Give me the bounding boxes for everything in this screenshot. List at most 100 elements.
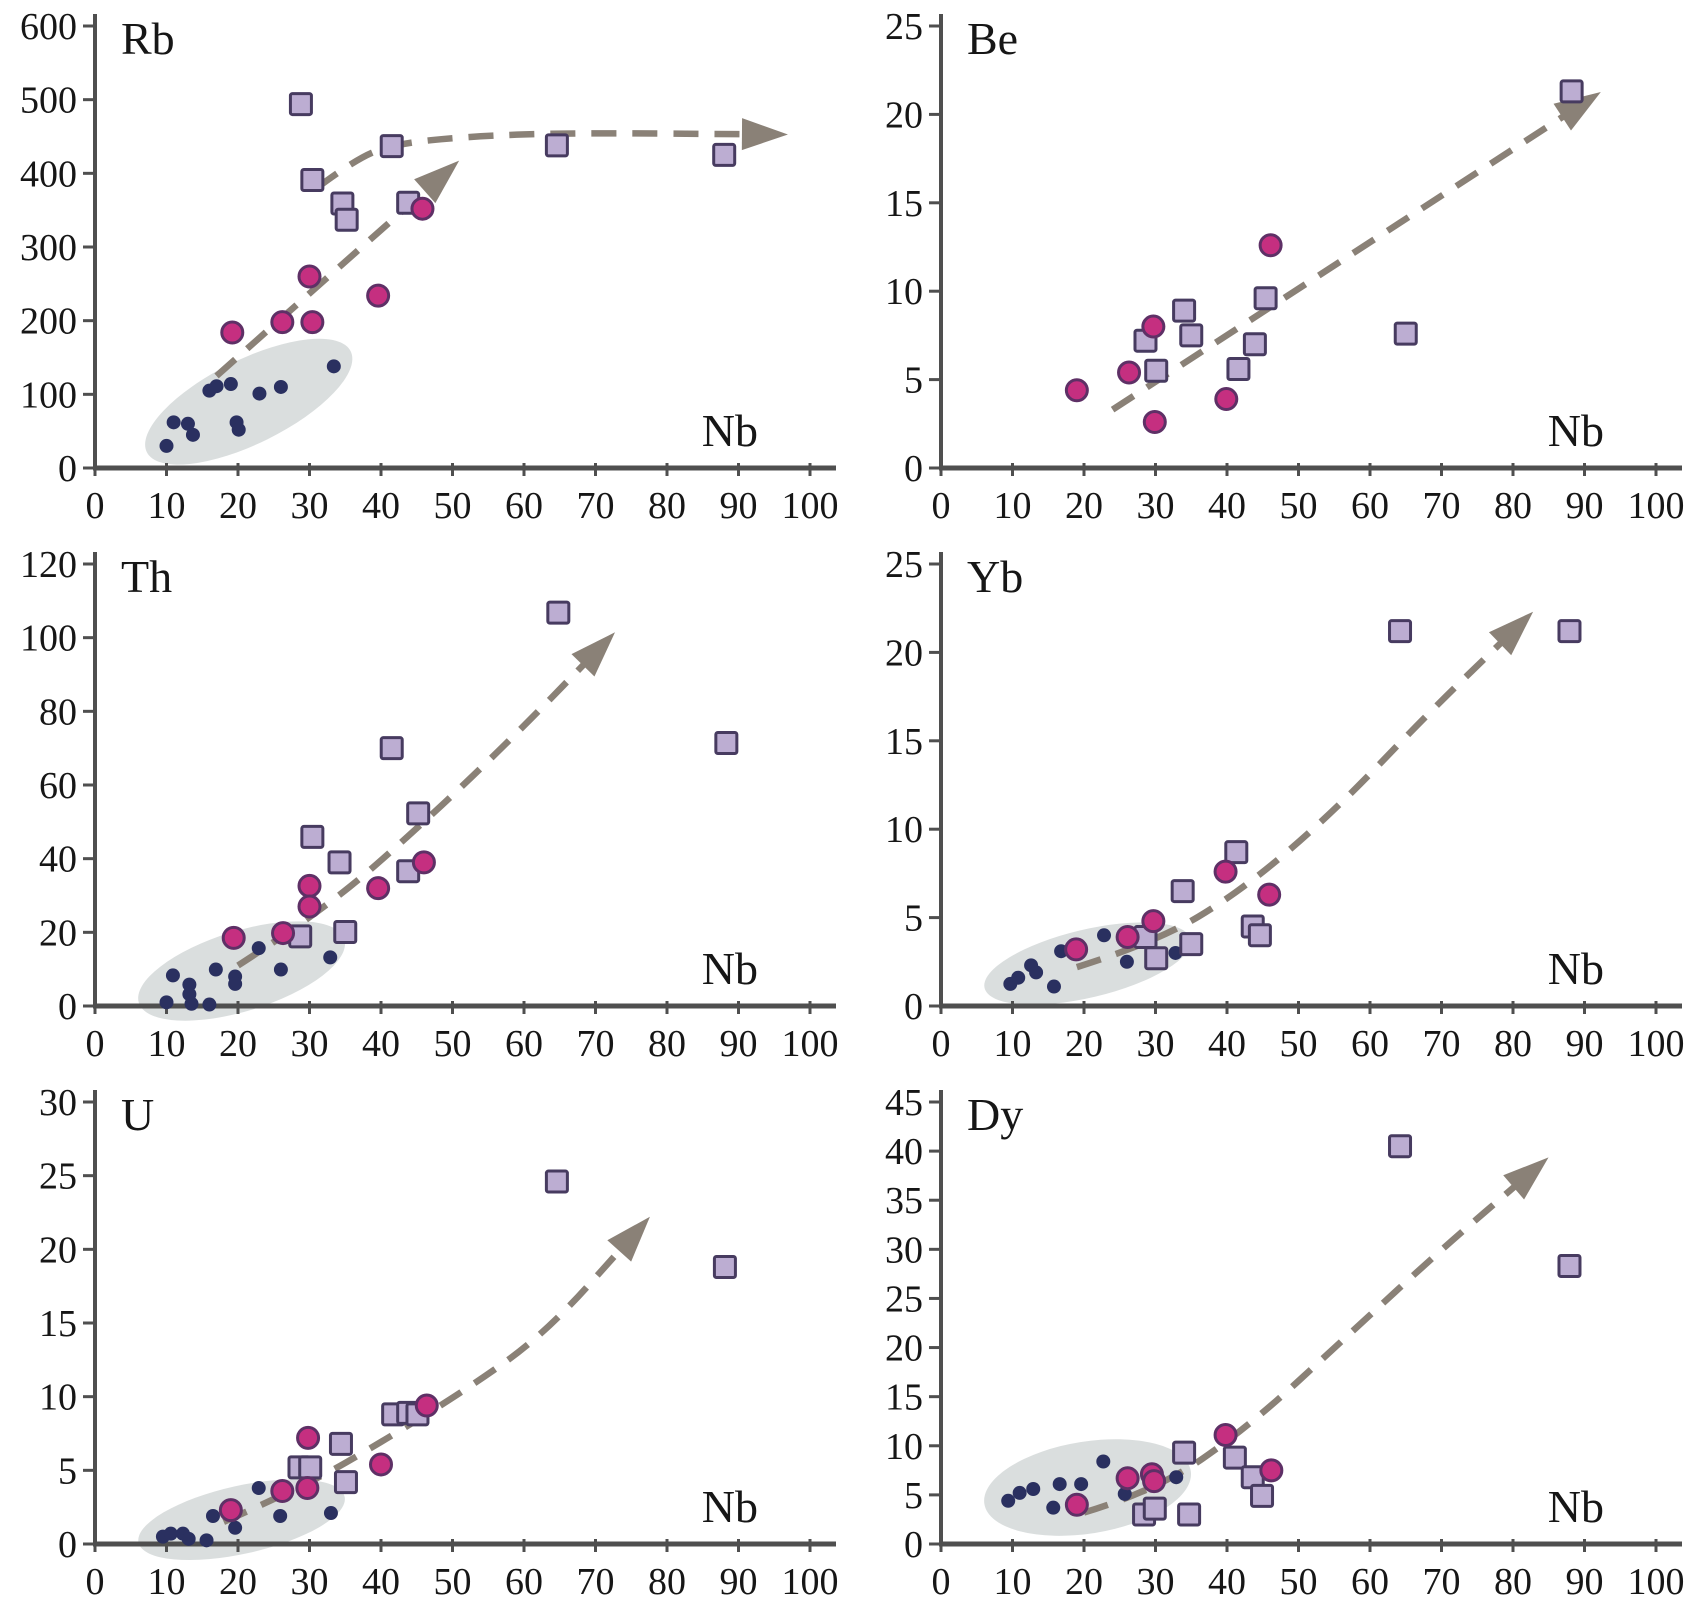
x-tick-label: 40: [1208, 485, 1246, 527]
y-tick-label: 20: [885, 632, 923, 674]
data-point-circle: [410, 196, 435, 221]
x-tick-label: 0: [86, 1561, 105, 1603]
x-axis-label: Nb: [1548, 1481, 1604, 1532]
y-tick-label: 20: [39, 912, 77, 954]
data-point-dot: [252, 386, 267, 401]
data-point-dot: [166, 415, 181, 430]
x-tick-label: 100: [1628, 1023, 1685, 1065]
y-tick-label: 0: [904, 986, 923, 1028]
y-tick-label: 5: [904, 1475, 923, 1517]
data-point-dot: [1097, 928, 1112, 943]
trend-arrowhead: [1488, 611, 1534, 656]
x-tick-label: 10: [148, 1561, 186, 1603]
x-tick-label: 100: [782, 1023, 839, 1065]
element-label: Be: [967, 13, 1018, 64]
data-point-square: [1557, 1254, 1582, 1279]
data-point-square: [327, 850, 352, 875]
x-tick-label: 90: [720, 1023, 758, 1065]
data-point-dot: [1119, 954, 1134, 969]
series-lavender-squares: [1133, 79, 1584, 383]
element-label: Th: [121, 551, 172, 602]
data-point-dot: [159, 438, 174, 453]
x-tick-label: 70: [1423, 1023, 1461, 1065]
x-tick-label: 70: [1423, 1561, 1461, 1603]
x-tick-label: 50: [434, 1561, 472, 1603]
data-point-dot: [184, 996, 199, 1011]
y-tick-label: 100: [20, 618, 77, 660]
panel-dy-vs-nb: 0 10 20 30 40 50 60 70 80 90 100 0 5 10 15 20 25 30 35 40 45…: [846, 1076, 1693, 1615]
series-navy-dots: [1001, 1454, 1184, 1515]
panel-rb-vs-nb: 0 10 20 30 40 50 60 70 80 90 100 0 100 200 300 400 500 60…: [0, 0, 846, 538]
series-pink-circles: [221, 850, 436, 950]
x-tick-label: 50: [1280, 1023, 1318, 1065]
data-point-circle: [295, 1476, 320, 1501]
data-point-dot: [1169, 1470, 1184, 1485]
x-tick-label: 0: [932, 485, 951, 527]
yb-vs-nb-scatter-chart: 0 10 20 30 40 50 60 70 80 90 100 0 5 10 15 20 25 Yb Nb: [885, 544, 1685, 1065]
data-point-dot: [1012, 1485, 1027, 1500]
trend-arrow-dashed-line: [314, 130, 760, 191]
x-tick-label: 20: [219, 1561, 257, 1603]
axes: 0 10 20 30 40 50 60 70 80 90 100 0 100 200 300 400 500 60…: [20, 6, 839, 527]
y-tick-label: 0: [58, 1524, 77, 1566]
x-tick-label: 80: [648, 1561, 686, 1603]
data-point-dot: [165, 968, 180, 983]
y-tick-label: 25: [885, 6, 923, 48]
data-point-dot: [251, 1481, 266, 1496]
data-point-dot: [323, 950, 338, 965]
dy-vs-nb-scatter-chart: 0 10 20 30 40 50 60 70 80 90 100 0 5 10 15 20 25 30 35 40 45…: [885, 1082, 1685, 1603]
element-label: Yb: [967, 551, 1023, 602]
y-tick-label: 15: [885, 183, 923, 225]
data-point-square: [288, 92, 313, 117]
data-point-dot: [202, 997, 217, 1012]
data-point-square: [1247, 923, 1272, 948]
trend-arrowhead: [1503, 1157, 1549, 1200]
trend-arrow-dashed-line: [1110, 104, 1580, 413]
x-tick-label: 10: [994, 1561, 1032, 1603]
x-tick-label: 40: [1208, 1561, 1246, 1603]
data-point-square: [1253, 286, 1278, 311]
x-tick-label: 30: [1137, 1561, 1175, 1603]
data-point-square: [1222, 1445, 1247, 1470]
trend-arrowhead: [571, 632, 616, 677]
y-tick-label: 20: [885, 94, 923, 136]
y-tick-label: 20: [39, 1229, 77, 1271]
y-tick-label: 0: [58, 448, 77, 490]
data-point-dot: [326, 359, 341, 374]
x-axis-label: Nb: [702, 1481, 758, 1532]
data-point-dot: [231, 422, 246, 437]
series-lavender-squares: [288, 92, 737, 232]
data-point-circle: [1115, 1466, 1140, 1491]
y-tick-label: 5: [904, 360, 923, 402]
data-point-square: [1393, 321, 1418, 346]
data-point-dot: [163, 1526, 178, 1541]
x-tick-label: 60: [1351, 1023, 1389, 1065]
series-lavender-squares: [288, 600, 739, 949]
data-point-dot: [273, 1509, 288, 1524]
x-axis-label: Nb: [702, 943, 758, 994]
trend-arrowhead: [607, 1216, 650, 1262]
data-point-dot: [228, 976, 243, 991]
data-point-square: [712, 142, 737, 167]
x-tick-label: 20: [219, 1023, 257, 1065]
data-point-dot: [205, 1509, 220, 1524]
y-tick-label: 5: [58, 1450, 77, 1492]
series-pink-circles: [1064, 1422, 1284, 1517]
x-tick-label: 90: [720, 1561, 758, 1603]
data-point-circle: [1258, 233, 1283, 258]
rb-vs-nb-scatter-chart: 0 10 20 30 40 50 60 70 80 90 100 0 100 200 300 400 500 60…: [20, 6, 839, 527]
data-point-dot: [181, 1531, 196, 1546]
x-tick-label: 10: [994, 1023, 1032, 1065]
data-point-square: [546, 600, 571, 625]
x-tick-label: 0: [932, 1561, 951, 1603]
data-point-circle: [369, 1452, 393, 1477]
x-tick-label: 60: [1351, 1561, 1389, 1603]
data-point-circle: [270, 310, 295, 335]
y-tick-label: 10: [885, 1426, 923, 1468]
data-point-square: [1226, 356, 1251, 381]
x-tick-label: 50: [434, 485, 472, 527]
x-tick-label: 80: [1494, 1023, 1532, 1065]
data-point-square: [1179, 932, 1204, 957]
data-point-square: [1172, 1440, 1197, 1465]
x-tick-label: 50: [1280, 1561, 1318, 1603]
